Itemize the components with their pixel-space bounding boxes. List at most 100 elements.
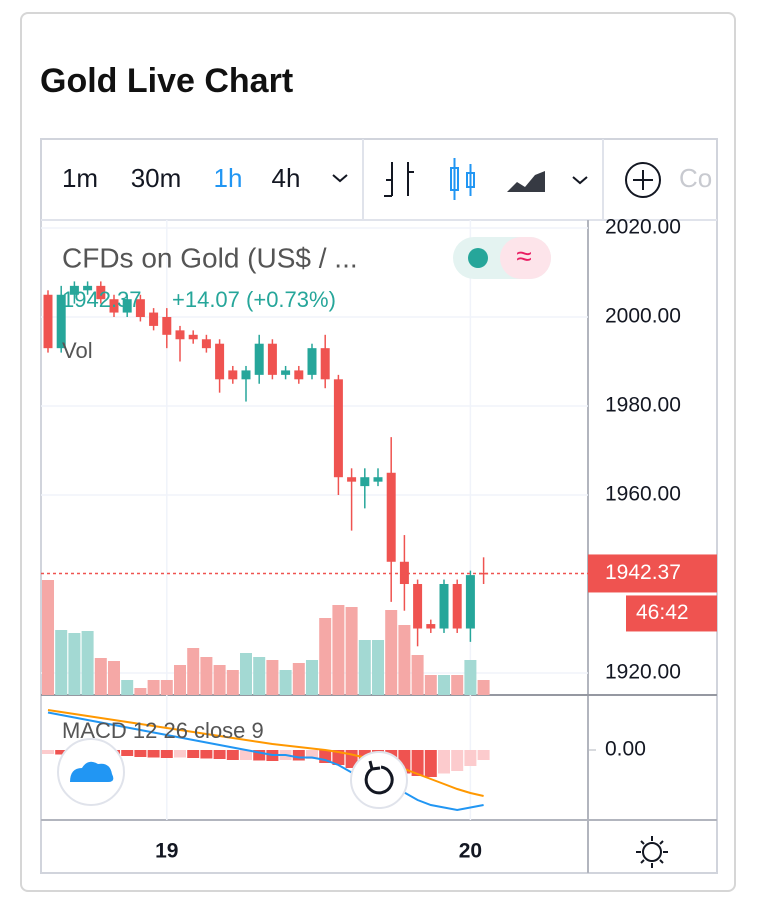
volume-bar — [411, 655, 424, 695]
interval-button[interactable]: 1m — [62, 163, 98, 193]
countdown-label: 46:42 — [636, 601, 689, 624]
volume-bar — [279, 670, 292, 695]
frame — [40, 138, 718, 874]
candle-body — [43, 294, 53, 349]
candle-body — [465, 575, 475, 629]
candle-body — [241, 370, 251, 380]
volume-bar — [345, 607, 358, 695]
candle-body — [307, 348, 317, 375]
candle-body — [175, 330, 185, 340]
macd-histogram-bar — [147, 750, 160, 758]
volume-bar — [306, 660, 318, 695]
volume-bar — [68, 633, 81, 695]
macd-macd-line — [47, 711, 484, 812]
reset-icon — [364, 760, 394, 795]
interval-button[interactable]: 4h — [272, 163, 301, 193]
candle-body — [360, 477, 370, 487]
volume-bar — [134, 688, 147, 695]
bar-style-icon[interactable] — [384, 162, 414, 197]
macd-histogram-bar — [200, 750, 213, 759]
volume-bar — [55, 630, 68, 695]
compare-button[interactable]: Co — [679, 163, 712, 193]
volume-bar — [174, 665, 186, 695]
volume-bar — [464, 660, 477, 695]
macd-histogram-bar — [306, 750, 318, 759]
y-tick-label: 2020.00 — [605, 216, 681, 239]
volume-bar — [94, 658, 107, 695]
macd-tick-label: 0.00 — [605, 738, 646, 761]
volume-bar — [372, 640, 384, 695]
y-tick-label: 1920.00 — [605, 661, 681, 684]
legend-change: +14.07 (+0.73%) — [172, 287, 336, 312]
volume-bar — [451, 675, 464, 695]
candle-body — [135, 299, 145, 318]
volume-bar — [187, 648, 200, 695]
candle-body — [254, 343, 264, 375]
volume-bar — [332, 605, 345, 695]
volume-bar — [226, 670, 239, 695]
macd-histogram-bar — [292, 750, 305, 761]
card — [20, 12, 736, 892]
volume-bar — [108, 661, 120, 695]
candle-body — [399, 561, 409, 585]
candle-body — [373, 477, 383, 482]
macd-histogram-bar — [464, 750, 477, 766]
market-open-dot — [468, 248, 488, 268]
candle-body — [69, 285, 79, 295]
macd-signal-line — [47, 709, 484, 797]
interval-button[interactable]: 1h — [214, 163, 243, 193]
candle-body — [347, 477, 357, 482]
settings-icon[interactable] — [636, 836, 668, 868]
candle-body — [215, 343, 225, 380]
volume-bar — [438, 675, 450, 695]
interval-button[interactable]: 30m — [131, 163, 182, 193]
macd-histogram-bar — [226, 750, 239, 760]
macd-histogram-bar — [477, 750, 490, 760]
candle-body — [228, 370, 238, 380]
volume-bar — [319, 618, 332, 695]
macd-histogram-bar — [332, 750, 345, 765]
compare-plus — [633, 170, 653, 190]
compare-icon[interactable] — [625, 162, 661, 198]
y-tick-label: 1980.00 — [605, 394, 681, 417]
macd-histogram-bar — [42, 750, 54, 754]
volume-bar — [358, 640, 371, 695]
reset-button[interactable] — [350, 751, 408, 809]
macd-histogram-bar — [187, 750, 200, 758]
logo-icon — [70, 761, 114, 782]
macd-histogram-bar — [451, 750, 464, 771]
volume-bar — [424, 675, 437, 695]
volume-bar — [266, 660, 279, 695]
macd-histogram-bar — [411, 750, 424, 776]
volume-bar — [292, 663, 305, 695]
x-tick-label: 20 — [459, 840, 482, 863]
candle-body — [83, 285, 93, 291]
volume-bar — [477, 680, 490, 695]
candle-body — [188, 334, 198, 340]
candle-body — [294, 370, 304, 380]
macd-histogram-bar — [121, 750, 134, 756]
candle-body — [452, 584, 462, 629]
interval-dropdown[interactable] — [332, 174, 348, 183]
macd-histogram-bar — [240, 750, 252, 760]
macd-histogram-bar — [424, 750, 437, 777]
candle-body — [96, 285, 106, 300]
candle-style-icon[interactable] — [450, 158, 475, 200]
volume-bar — [240, 653, 252, 695]
legend-last: 1942.37 — [62, 287, 142, 312]
volume-bar — [385, 610, 398, 695]
area-style-icon[interactable] — [507, 171, 545, 192]
candle-body — [56, 294, 66, 349]
style-dropdown[interactable] — [572, 176, 588, 185]
volume-bar — [160, 680, 173, 695]
volume-bar — [42, 580, 54, 695]
delay-icon: ≈ — [516, 240, 531, 271]
candle-body — [386, 472, 396, 562]
macd-histogram-bar — [174, 750, 186, 758]
macd-histogram-bar — [55, 750, 68, 755]
last-price-box — [588, 554, 717, 593]
candle-body — [109, 299, 119, 313]
legend-volume: Vol — [62, 338, 93, 363]
macd-histogram-bar — [253, 750, 266, 761]
